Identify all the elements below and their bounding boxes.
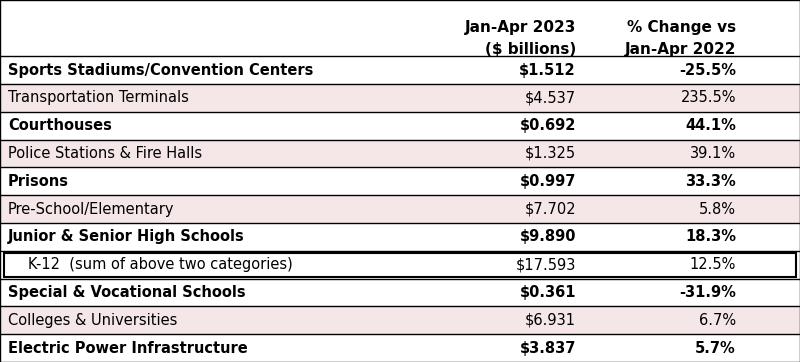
Text: 18.3%: 18.3%	[685, 230, 736, 244]
Text: Jan-Apr 2022: Jan-Apr 2022	[625, 42, 736, 56]
Text: 5.7%: 5.7%	[695, 341, 736, 355]
Text: -25.5%: -25.5%	[679, 63, 736, 77]
Text: ($ billions): ($ billions)	[485, 42, 576, 56]
Bar	[0, 112, 800, 139]
Bar	[0, 223, 800, 251]
Bar	[0, 167, 800, 195]
Text: K-12  (sum of above two categories): K-12 (sum of above two categories)	[28, 257, 293, 272]
Text: Sports Stadiums/Convention Centers: Sports Stadiums/Convention Centers	[8, 63, 314, 77]
Bar	[0, 334, 800, 362]
Text: Transportation Terminals: Transportation Terminals	[8, 90, 189, 105]
Text: Junior & Senior High Schools: Junior & Senior High Schools	[8, 230, 245, 244]
Text: % Change vs: % Change vs	[627, 20, 736, 35]
Bar	[0, 84, 800, 112]
Text: $4.537: $4.537	[525, 90, 576, 105]
Text: $7.702: $7.702	[524, 202, 576, 216]
Bar	[0, 56, 800, 84]
Bar	[4, 253, 796, 277]
Text: -31.9%: -31.9%	[679, 285, 736, 300]
Bar	[0, 0, 800, 56]
Text: Electric Power Infrastructure: Electric Power Infrastructure	[8, 341, 248, 355]
Text: 5.8%: 5.8%	[699, 202, 736, 216]
Bar	[0, 279, 800, 306]
Text: $9.890: $9.890	[519, 230, 576, 244]
Text: Special & Vocational Schools: Special & Vocational Schools	[8, 285, 246, 300]
Text: $17.593: $17.593	[516, 257, 576, 272]
Text: Prisons: Prisons	[8, 174, 69, 189]
Text: Jan-Apr 2023: Jan-Apr 2023	[465, 20, 576, 35]
Text: 12.5%: 12.5%	[690, 257, 736, 272]
Text: Courthouses: Courthouses	[8, 118, 112, 133]
Bar	[0, 195, 800, 223]
Text: 44.1%: 44.1%	[685, 118, 736, 133]
Bar	[0, 139, 800, 167]
Text: $0.361: $0.361	[519, 285, 576, 300]
Text: Colleges & Universities: Colleges & Universities	[8, 313, 178, 328]
Text: $1.325: $1.325	[525, 146, 576, 161]
Text: 235.5%: 235.5%	[681, 90, 736, 105]
Bar	[0, 251, 800, 279]
Bar	[0, 306, 800, 334]
Text: 33.3%: 33.3%	[686, 174, 736, 189]
Text: $0.692: $0.692	[520, 118, 576, 133]
Text: 39.1%: 39.1%	[690, 146, 736, 161]
Text: $0.997: $0.997	[520, 174, 576, 189]
Text: 6.7%: 6.7%	[699, 313, 736, 328]
Text: $1.512: $1.512	[519, 63, 576, 77]
Text: Police Stations & Fire Halls: Police Stations & Fire Halls	[8, 146, 202, 161]
Text: $6.931: $6.931	[525, 313, 576, 328]
Text: $3.837: $3.837	[520, 341, 576, 355]
Text: Pre-School/Elementary: Pre-School/Elementary	[8, 202, 174, 216]
